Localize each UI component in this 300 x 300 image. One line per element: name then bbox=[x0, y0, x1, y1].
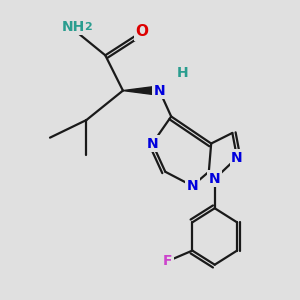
Text: N: N bbox=[154, 84, 165, 98]
Text: N: N bbox=[231, 151, 243, 165]
Text: H: H bbox=[177, 66, 189, 80]
Text: N: N bbox=[146, 136, 158, 151]
Text: 2: 2 bbox=[84, 22, 92, 32]
Text: O: O bbox=[135, 24, 148, 39]
Text: NH: NH bbox=[62, 20, 85, 34]
Text: F: F bbox=[163, 254, 172, 268]
Text: N: N bbox=[187, 179, 198, 193]
Polygon shape bbox=[123, 86, 159, 95]
Text: N: N bbox=[209, 172, 220, 186]
